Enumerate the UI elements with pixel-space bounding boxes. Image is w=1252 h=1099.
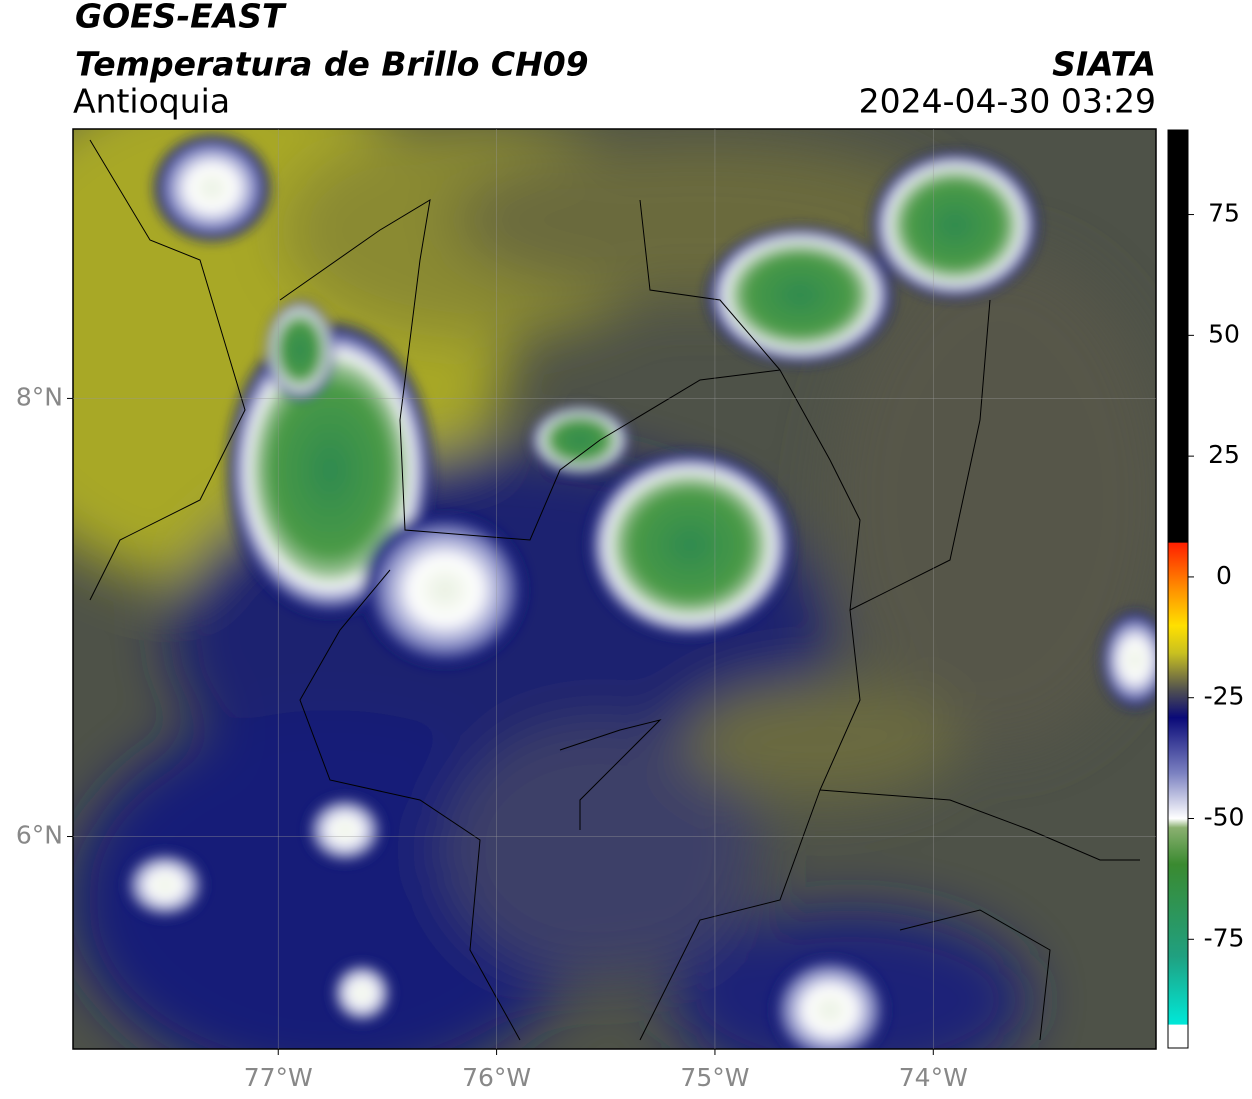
region: Antioquia [73, 82, 230, 121]
title: GOES-EAST [75, 0, 287, 36]
lat-tick-label: 8°N [16, 382, 63, 411]
colorbar-tick-label: 75 [1208, 199, 1240, 228]
lat-tick-label: 6°N [16, 821, 63, 850]
subtitle: Temperatura de Brillo CH09 [75, 45, 589, 84]
colorbar-tick-label: 0 [1216, 561, 1232, 590]
colorbar-tick-label: 25 [1208, 440, 1240, 469]
map-frame [72, 128, 1157, 1050]
lon-tick-label: 75°W [680, 1063, 749, 1092]
lon-tick-label: 76°W [462, 1063, 531, 1092]
colorbar-tick-label: 50 [1208, 319, 1240, 348]
satellite-image [73, 129, 1156, 1049]
lon-tick-label: 77°W [244, 1063, 313, 1092]
datetime: 2024-04-30 03:29 [859, 82, 1156, 121]
colorbar [1167, 129, 1189, 1049]
source: SIATA [1052, 45, 1156, 84]
colorbar-tick-label: -25 [1204, 682, 1245, 711]
lon-tick-label: 74°W [899, 1063, 968, 1092]
colorbar-tick-label: -50 [1204, 803, 1245, 832]
colorbar-tick-label: -75 [1204, 923, 1245, 952]
